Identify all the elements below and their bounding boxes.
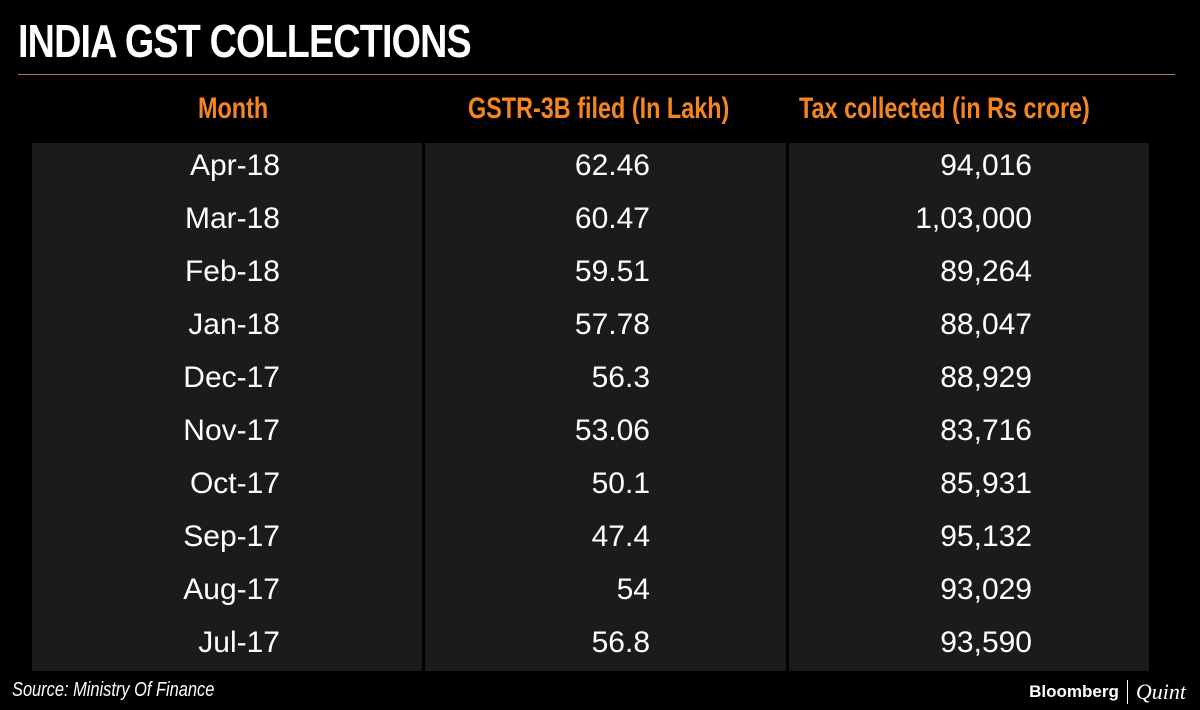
table-panel [32, 143, 1149, 671]
cell-tax: 95,132 [940, 520, 1032, 553]
cell-month: Apr-18 [189, 149, 280, 182]
title-rule [18, 74, 1175, 75]
chart-title: INDIA GST COLLECTIONS [18, 15, 472, 67]
cell-tax: 93,029 [940, 573, 1032, 606]
table-row: Feb-18 59.51 89,264 [0, 249, 1200, 302]
brand-quint: Quint [1135, 679, 1186, 704]
cell-month: Mar-18 [184, 202, 280, 235]
cell-gstr: 62.46 [574, 149, 650, 182]
cell-tax: 88,929 [940, 361, 1032, 394]
cell-gstr: 56.3 [591, 361, 650, 394]
cell-tax: 83,716 [940, 414, 1032, 447]
brand-bloomberg: Bloomberg [1029, 682, 1119, 701]
header-month: Month [198, 92, 269, 125]
header-tax: Tax collected (in Rs crore) [799, 92, 1090, 125]
cell-tax: 89,264 [940, 255, 1032, 288]
cell-tax: 93,590 [940, 626, 1032, 659]
column-divider-2 [786, 143, 789, 671]
column-divider-1 [422, 143, 425, 671]
table-row: Apr-18 62.46 94,016 [0, 143, 1200, 196]
table-body: Apr-18 62.46 94,016 Mar-18 60.47 1,03,00… [0, 143, 1200, 673]
brand-separator [1126, 680, 1128, 704]
cell-month: Oct-17 [189, 467, 280, 500]
cell-tax: 94,016 [940, 149, 1032, 182]
cell-gstr: 57.78 [574, 308, 650, 341]
cell-tax: 1,03,000 [915, 202, 1032, 235]
table-row: Aug-17 54 93,029 [0, 567, 1200, 620]
table-row: Dec-17 56.3 88,929 [0, 355, 1200, 408]
cell-month: Jan-18 [188, 308, 280, 341]
cell-month: Nov-17 [183, 414, 280, 447]
cell-gstr: 60.47 [574, 202, 650, 235]
cell-gstr: 54 [616, 573, 650, 606]
table-row: Jan-18 57.78 88,047 [0, 302, 1200, 355]
cell-gstr: 47.4 [591, 520, 650, 553]
cell-month: Jul-17 [198, 626, 280, 659]
cell-gstr: 59.51 [574, 255, 650, 288]
source-note: Source: Ministry Of Finance [12, 679, 215, 701]
cell-tax: 85,931 [940, 467, 1032, 500]
cell-month: Dec-17 [183, 361, 280, 394]
cell-gstr: 53.06 [574, 414, 650, 447]
table-row: Mar-18 60.47 1,03,000 [0, 196, 1200, 249]
cell-tax: 88,047 [940, 308, 1032, 341]
cell-month: Feb-18 [184, 255, 280, 288]
header-gstr: GSTR-3B filed (In Lakh) [468, 92, 730, 125]
cell-month: Sep-17 [183, 520, 280, 553]
table-row: Sep-17 47.4 95,132 [0, 514, 1200, 567]
cell-gstr: 50.1 [591, 467, 650, 500]
table-row: Jul-17 56.8 93,590 [0, 620, 1200, 673]
cell-gstr: 56.8 [591, 626, 650, 659]
brand-logo: Bloomberg Quint [1029, 679, 1186, 705]
cell-month: Aug-17 [183, 573, 280, 606]
table-row: Oct-17 50.1 85,931 [0, 461, 1200, 514]
table-row: Nov-17 53.06 83,716 [0, 408, 1200, 461]
